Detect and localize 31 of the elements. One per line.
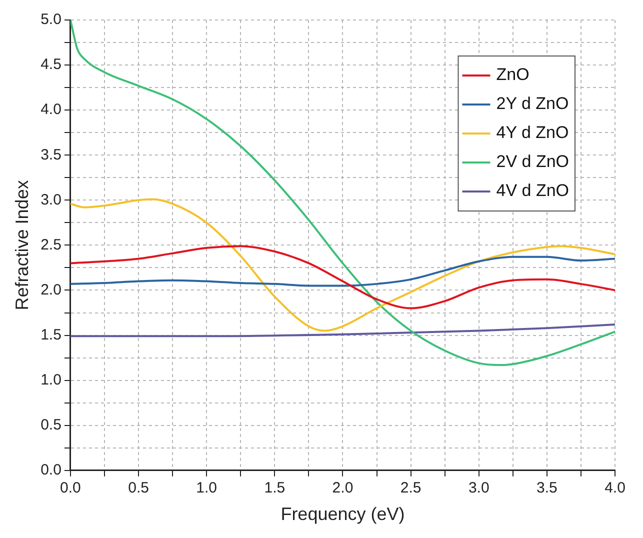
line-series — [70, 323, 615, 338]
y-tick-label: 2.5 — [40, 236, 62, 254]
y-tick-label: 0.0 — [40, 462, 62, 479]
x-tick-label: 1.5 — [264, 480, 286, 497]
y-tick-label: 4.0 — [40, 101, 62, 118]
legend-label: 2Y d ZnO — [496, 94, 569, 114]
line-series — [70, 198, 615, 332]
x-tick-label: 2.0 — [332, 480, 354, 497]
x-tick-label: 0.5 — [128, 480, 149, 497]
x-tick-label: 3.0 — [468, 480, 490, 497]
y-tick-label: 5.0 — [40, 11, 62, 28]
legend-label: 4Y d ZnO — [496, 123, 569, 142]
y-tick-label: 1.0 — [40, 371, 62, 388]
y-tick-label: 3.0 — [40, 191, 62, 208]
legend-label: 2V d ZnO — [496, 152, 570, 172]
x-tick-label: 0.0 — [60, 480, 81, 497]
line-series — [70, 245, 615, 310]
legend-label: ZnO — [496, 65, 530, 84]
legend-label: 4V d ZnO — [496, 181, 570, 200]
x-tick-label: 4.0 — [604, 480, 626, 497]
x-axis-title: Frequency (eV) — [280, 504, 405, 524]
x-tick-label: 2.5 — [400, 480, 422, 497]
line-series — [70, 256, 615, 287]
y-tick-label: 4.5 — [40, 56, 62, 74]
x-tick-label: 3.5 — [536, 480, 558, 497]
y-tick-label: 3.5 — [40, 146, 62, 164]
y-axis-title: Refractive Index — [12, 180, 32, 310]
x-tick-label: 1.0 — [196, 480, 218, 497]
y-tick-label: 1.5 — [40, 326, 62, 344]
y-tick-label: 2.0 — [40, 281, 62, 298]
y-tick-label: 0.5 — [40, 416, 62, 434]
